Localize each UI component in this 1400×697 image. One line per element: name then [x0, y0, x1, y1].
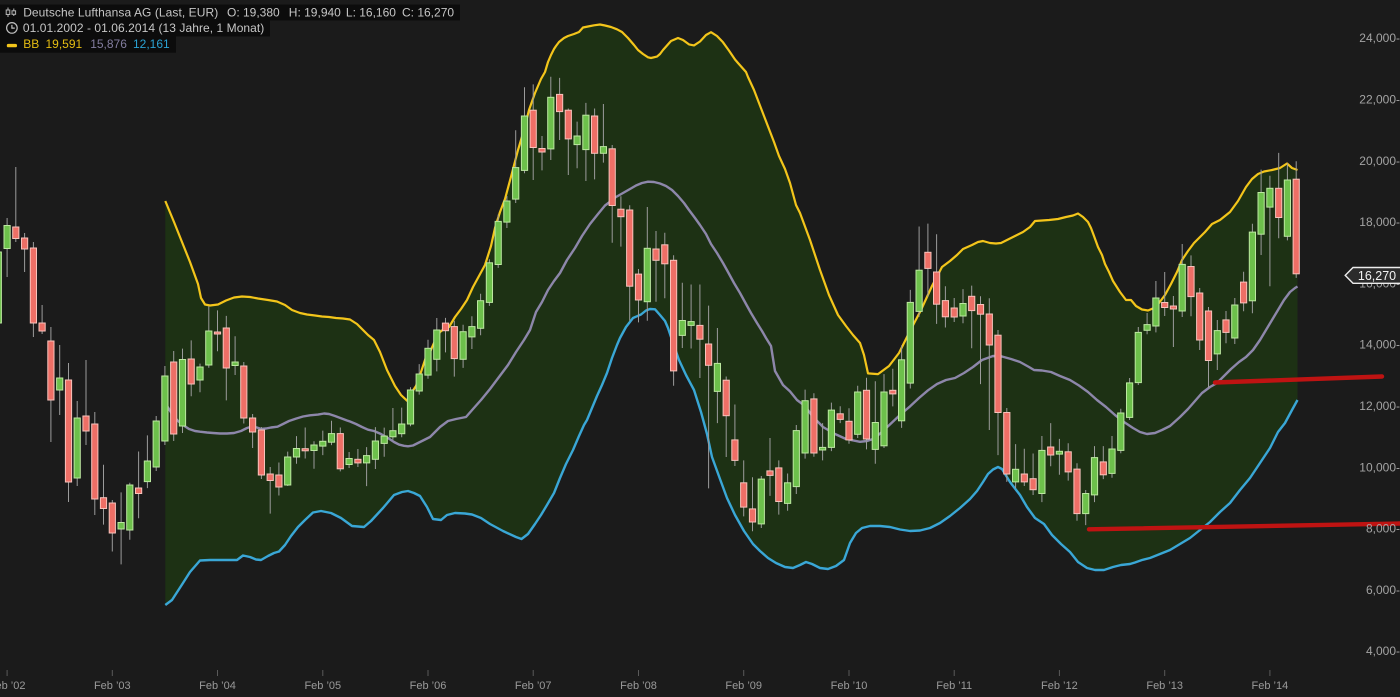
svg-text:12,000-: 12,000-: [1359, 399, 1400, 413]
svg-text:Feb ’12: Feb ’12: [1041, 680, 1078, 692]
svg-text:12,161: 12,161: [133, 37, 170, 51]
svg-text:20,000-: 20,000-: [1359, 154, 1400, 168]
svg-text:8,000-: 8,000-: [1366, 522, 1400, 536]
svg-text:Feb ’04: Feb ’04: [199, 680, 236, 692]
svg-text:Feb ’10: Feb ’10: [831, 680, 868, 692]
svg-text:24,000-: 24,000-: [1359, 31, 1400, 45]
svg-text:H: 19,940: H: 19,940: [289, 5, 341, 19]
svg-text:Feb ’06: Feb ’06: [410, 680, 447, 692]
svg-text:6,000-: 6,000-: [1366, 583, 1400, 597]
svg-text:Feb ’07: Feb ’07: [515, 680, 552, 692]
svg-text:19,591: 19,591: [46, 37, 83, 51]
svg-text:Feb ’08: Feb ’08: [620, 680, 657, 692]
svg-text:BB: BB: [23, 37, 39, 51]
svg-text:C: 16,270: C: 16,270: [402, 5, 454, 19]
svg-text:Feb ’09: Feb ’09: [725, 680, 762, 692]
svg-text:Feb ’14: Feb ’14: [1252, 680, 1289, 692]
svg-text:18,000-: 18,000-: [1359, 215, 1400, 229]
svg-text:15,876: 15,876: [90, 37, 127, 51]
svg-text:Deutsche Lufthansa AG (Last, E: Deutsche Lufthansa AG (Last, EUR): [23, 5, 218, 19]
svg-text:Feb ’11: Feb ’11: [936, 680, 972, 692]
svg-text:10,000-: 10,000-: [1359, 460, 1400, 474]
svg-text:14,000-: 14,000-: [1359, 338, 1400, 352]
svg-text:16,270: 16,270: [1358, 269, 1396, 283]
svg-text:O: 19,380: O: 19,380: [227, 5, 280, 19]
svg-text:22,000-: 22,000-: [1359, 93, 1400, 107]
svg-text:4,000-: 4,000-: [1366, 644, 1400, 658]
svg-text:Feb ’02: Feb ’02: [0, 680, 25, 692]
svg-text:L: 16,160: L: 16,160: [346, 5, 396, 19]
svg-text:Feb ’03: Feb ’03: [94, 680, 131, 692]
svg-text:Feb ’05: Feb ’05: [304, 680, 341, 692]
svg-text:01.01.2002 - 01.06.2014 (13 Ja: 01.01.2002 - 01.06.2014 (13 Jahre, 1 Mon…: [23, 21, 264, 35]
svg-text:Feb ’13: Feb ’13: [1146, 680, 1183, 692]
